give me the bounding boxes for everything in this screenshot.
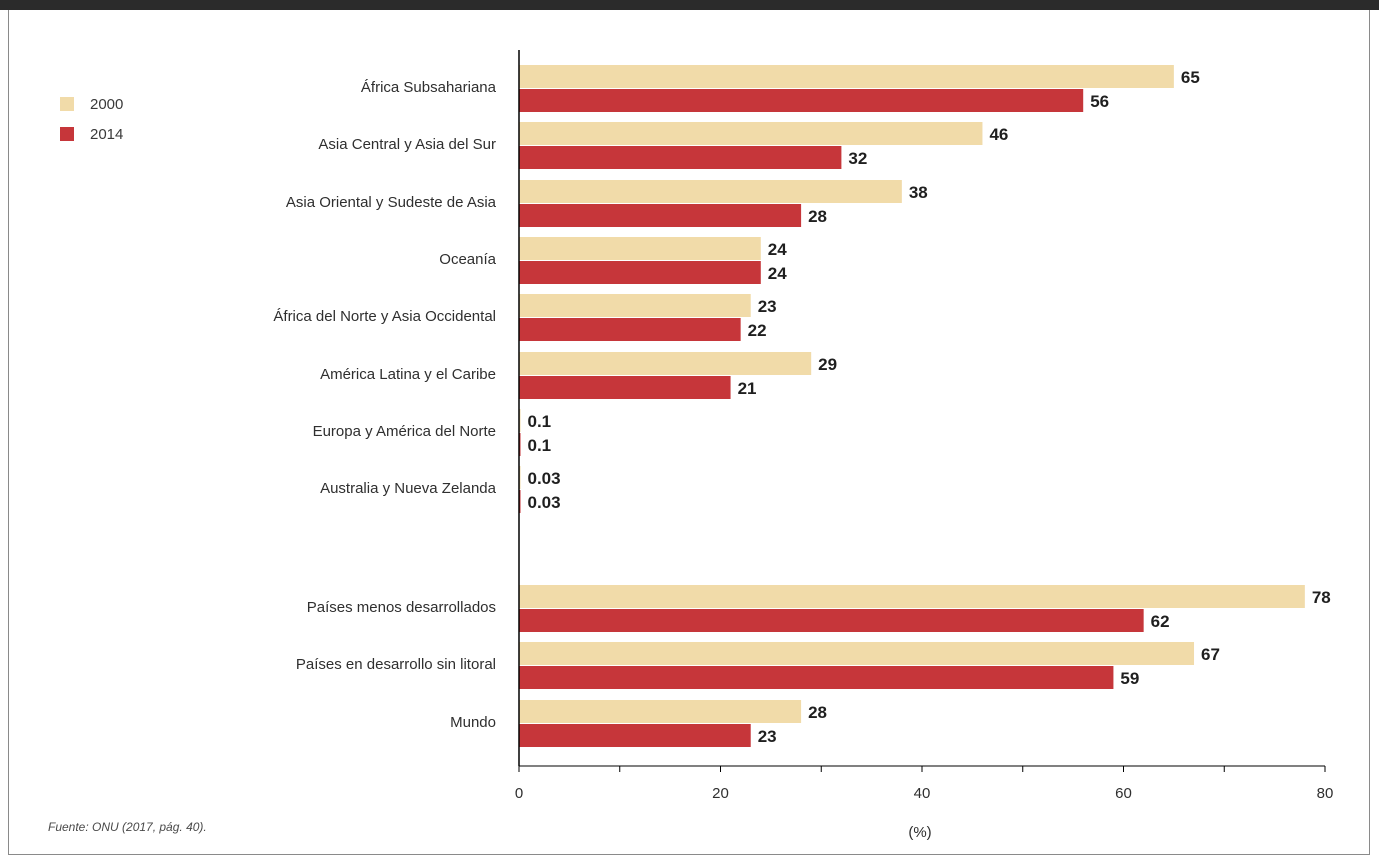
bar-2000: [519, 700, 802, 723]
data-label-2000: 0.03: [528, 469, 561, 488]
legend-label-2000: 2000: [90, 95, 124, 113]
figure-frame: [8, 10, 1370, 855]
data-label-2000: 29: [818, 355, 837, 374]
data-label-2000: 0.1: [528, 412, 552, 431]
bar-2014: [519, 318, 741, 341]
x-axis-title: (%): [908, 824, 931, 841]
data-label-2014: 59: [1120, 669, 1139, 688]
source-note: Fuente: ONU (2017, pág. 40).: [48, 820, 207, 834]
legend-swatch-2014: [60, 127, 74, 141]
data-label-2000: 65: [1181, 68, 1200, 87]
x-tick-label: 40: [914, 785, 931, 802]
data-label-2014: 62: [1151, 612, 1170, 631]
category-label: Europa y América del Norte: [313, 423, 496, 440]
bar-2014: [519, 146, 842, 169]
category-label: Australia y Nueva Zelanda: [320, 480, 497, 497]
category-label: Asia Central y Asia del Sur: [318, 136, 496, 153]
legend: 2000 2014: [60, 89, 123, 149]
bar-2014: [519, 609, 1144, 632]
data-label-2014: 22: [748, 321, 767, 340]
bar-2014: [519, 261, 761, 284]
bar-2000: [519, 122, 983, 145]
category-label: Asia Oriental y Sudeste de Asia: [286, 194, 497, 211]
legend-item-2014: 2014: [60, 119, 123, 149]
data-label-2000: 46: [989, 125, 1008, 144]
data-label-2000: 38: [909, 183, 928, 202]
bar-2000: [519, 352, 812, 375]
bar-2014: [519, 204, 802, 227]
data-label-2014: 23: [758, 727, 777, 746]
data-label-2000: 78: [1312, 588, 1331, 607]
category-label: Países en desarrollo sin litoral: [296, 656, 496, 673]
legend-swatch-2000: [60, 97, 74, 111]
data-label-2014: 0.03: [528, 493, 561, 512]
bar-2000: [519, 65, 1174, 88]
x-tick-label: 80: [1317, 785, 1334, 802]
bar-2014: [519, 666, 1114, 689]
data-label-2014: 56: [1090, 92, 1109, 111]
legend-label-2014: 2014: [90, 125, 124, 143]
category-label: Oceanía: [439, 251, 496, 268]
category-label: África del Norte y Asia Occidental: [273, 308, 496, 325]
x-tick-label: 20: [712, 785, 729, 802]
x-tick-label: 0: [515, 785, 523, 802]
bar-2014: [519, 376, 731, 399]
bar-2000: [519, 237, 761, 260]
bar-2000: [519, 180, 902, 203]
category-label: Mundo: [450, 714, 496, 731]
category-label: Países menos desarrollados: [307, 599, 496, 616]
data-label-2014: 24: [768, 264, 787, 283]
data-label-2000: 28: [808, 703, 827, 722]
bar-2014: [519, 89, 1084, 112]
data-label-2014: 32: [848, 149, 867, 168]
data-label-2000: 24: [768, 240, 787, 259]
legend-item-2000: 2000: [60, 89, 123, 119]
bar-2000: [519, 642, 1195, 665]
category-label: África Subsahariana: [361, 79, 497, 96]
bar-2000: [519, 585, 1305, 608]
bar-2000: [519, 294, 751, 317]
category-label: América Latina y el Caribe: [320, 366, 496, 383]
data-label-2014: 0.1: [528, 436, 552, 455]
top-title-band: [0, 0, 1379, 10]
data-label-2014: 21: [738, 379, 757, 398]
data-label-2000: 67: [1201, 645, 1220, 664]
data-label-2014: 28: [808, 207, 827, 226]
bar-2014: [519, 724, 751, 747]
data-label-2000: 23: [758, 297, 777, 316]
x-tick-label: 60: [1115, 785, 1132, 802]
